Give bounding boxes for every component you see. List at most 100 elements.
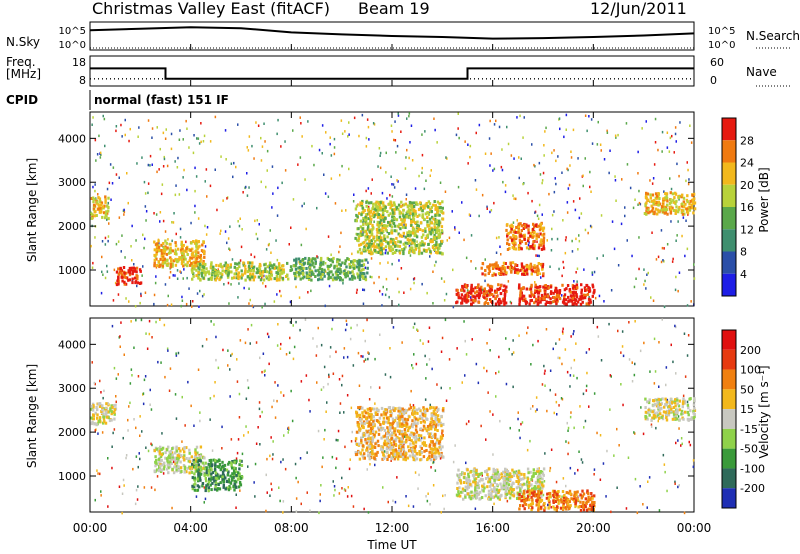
scatter-pixel: [276, 214, 279, 217]
echo-pixel: [526, 265, 529, 269]
echo-pixel: [371, 223, 374, 227]
echo-pixel: [202, 464, 206, 467]
scatter-pixel: [215, 358, 217, 362]
echo-pixel: [413, 433, 416, 436]
scatter-pixel: [141, 274, 143, 277]
scatter-pixel: [329, 346, 332, 349]
scatter-pixel: [276, 258, 279, 262]
echo-pixel: [113, 410, 116, 414]
echo-pixel: [482, 293, 486, 297]
scatter-pixel: [371, 275, 373, 279]
echo-pixel: [419, 434, 423, 438]
echo-pixel: [92, 206, 96, 210]
echo-pixel: [326, 264, 329, 268]
scatter-pixel: [600, 149, 602, 152]
echo-pixel: [421, 428, 424, 432]
echo-pixel: [508, 247, 511, 250]
scatter-pixel: [467, 143, 469, 146]
scatter-pixel: [181, 440, 183, 443]
scatter-pixel: [565, 113, 568, 117]
scatter-pixel: [265, 473, 267, 477]
scatter-pixel: [665, 366, 668, 369]
echo-pixel: [523, 238, 526, 241]
scatter-pixel: [284, 467, 287, 471]
echo-pixel: [193, 485, 196, 489]
echo-pixel: [490, 288, 493, 292]
scatter-pixel: [316, 345, 318, 348]
echo-pixel: [534, 283, 537, 287]
echo-pixel: [360, 211, 364, 215]
scatter-pixel: [353, 193, 355, 196]
echo-pixel: [105, 210, 108, 214]
echo-pixel: [441, 445, 444, 449]
scatter-pixel: [134, 502, 137, 506]
echo-pixel: [131, 277, 134, 281]
echo-pixel: [533, 244, 536, 248]
scatter-pixel: [321, 124, 324, 127]
echo-pixel: [335, 272, 338, 276]
echo-pixel: [358, 442, 361, 446]
scatter-pixel: [562, 260, 564, 264]
scatter-pixel: [566, 370, 569, 374]
scatter-pixel: [328, 284, 331, 288]
scatter-pixel: [398, 259, 400, 262]
echo-pixel: [305, 271, 308, 275]
echo-pixel: [654, 207, 658, 211]
echo-pixel: [217, 483, 220, 486]
echo-pixel: [565, 287, 568, 291]
echo-pixel: [396, 421, 399, 425]
echo-pixel: [644, 194, 648, 198]
echo-pixel: [492, 294, 495, 298]
scatter-pixel: [94, 138, 97, 142]
echo-pixel: [520, 264, 524, 268]
echo-pixel: [380, 222, 383, 226]
echo-pixel: [399, 409, 402, 413]
echo-pixel: [369, 447, 372, 450]
echo-pixel: [375, 250, 378, 254]
scatter-pixel: [168, 242, 170, 246]
echo-pixel: [160, 251, 164, 255]
scatter-pixel: [439, 457, 442, 460]
echo-pixel: [210, 263, 213, 266]
scatter-pixel: [675, 441, 677, 445]
echo-pixel: [223, 463, 227, 467]
echo-pixel: [539, 300, 542, 304]
echo-pixel: [336, 273, 340, 277]
echo-pixel: [546, 294, 549, 298]
scatter-pixel: [290, 226, 292, 229]
echo-pixel: [362, 267, 365, 271]
scatter-pixel: [260, 159, 263, 162]
scatter-pixel: [429, 403, 431, 407]
scatter-pixel: [122, 436, 124, 440]
echo-pixel: [393, 224, 397, 228]
echo-pixel: [356, 421, 359, 424]
echo-pixel: [310, 259, 314, 263]
echo-pixel: [237, 471, 240, 475]
echo-pixel: [233, 482, 236, 486]
scatter-pixel: [390, 459, 392, 462]
echo-pixel: [434, 214, 437, 218]
echo-pixel: [406, 429, 410, 433]
echo-pixel: [328, 265, 331, 268]
echo-pixel: [398, 215, 402, 219]
scatter-pixel: [658, 385, 660, 388]
echo-pixel: [106, 211, 109, 215]
scatter-pixel: [144, 291, 147, 294]
echo-pixel: [318, 277, 321, 281]
echo-pixel: [193, 488, 197, 492]
echo-pixel: [666, 203, 669, 207]
echo-pixel: [403, 247, 406, 251]
echo-pixel: [356, 232, 359, 236]
scatter-pixel: [101, 431, 104, 434]
scatter-pixel: [338, 492, 341, 495]
scatter-pixel: [433, 117, 435, 120]
scatter-pixel: [555, 480, 558, 484]
scatter-pixel: [687, 213, 689, 216]
echo-pixel: [412, 216, 415, 220]
scatter-pixel: [222, 199, 224, 202]
scatter-pixel: [289, 321, 292, 324]
echo-pixel: [517, 228, 520, 232]
echo-pixel: [428, 202, 432, 206]
echo-pixel: [402, 231, 405, 235]
echo-pixel: [189, 248, 192, 252]
